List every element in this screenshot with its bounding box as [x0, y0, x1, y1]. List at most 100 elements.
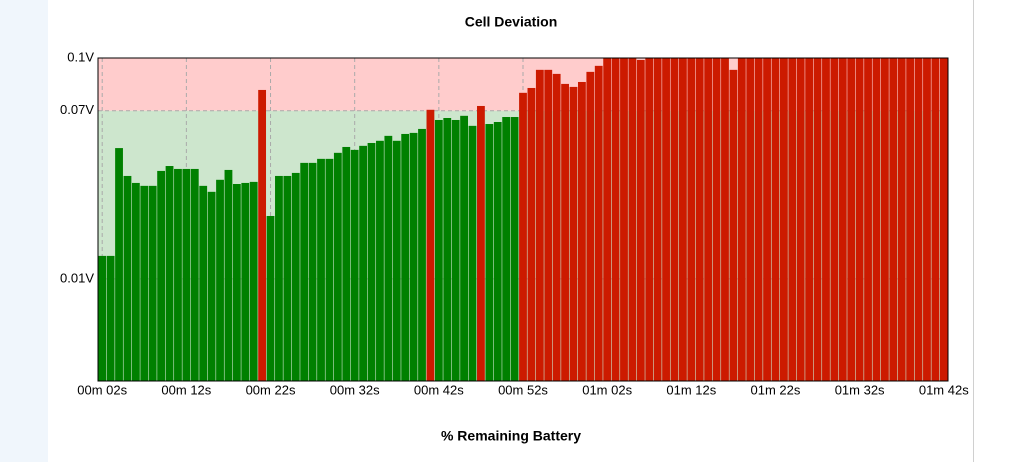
bar	[737, 58, 746, 381]
bar	[561, 83, 569, 382]
bar	[771, 58, 780, 381]
bar	[224, 169, 233, 381]
bar	[838, 58, 847, 381]
bar	[897, 58, 906, 381]
bar	[308, 162, 317, 381]
bar	[645, 58, 654, 381]
bar	[207, 191, 216, 381]
bar	[342, 146, 351, 381]
bar	[822, 58, 830, 381]
x-tick-label: 00m 12s	[161, 382, 211, 397]
bar	[232, 183, 241, 381]
bar	[460, 115, 468, 381]
x-tick-label: 01m 42s	[919, 382, 969, 397]
bar	[106, 255, 115, 381]
bar	[670, 58, 679, 381]
x-tick-label: 00m 32s	[330, 382, 380, 397]
x-tick-label: 00m 02s	[77, 382, 127, 397]
bar	[283, 175, 292, 381]
bar	[628, 58, 637, 381]
bar	[763, 58, 771, 381]
bar	[569, 86, 578, 382]
bar	[317, 158, 325, 381]
chart-title: Cell Deviation	[465, 14, 558, 30]
x-axis-label: % Remaining Battery	[441, 428, 581, 444]
bar	[123, 175, 132, 381]
bar	[796, 58, 805, 381]
bar	[578, 81, 586, 381]
bar	[847, 58, 856, 381]
bar	[485, 124, 494, 381]
bar	[266, 215, 275, 381]
bar	[653, 58, 662, 381]
bar	[746, 58, 755, 381]
side-strip	[0, 0, 48, 462]
plot-frame	[97, 57, 949, 382]
bar	[157, 170, 166, 381]
bar	[258, 89, 267, 381]
bar	[830, 58, 839, 381]
y-tick-label: 0.1V	[67, 49, 94, 64]
bar	[350, 149, 359, 381]
bar	[115, 148, 123, 381]
bar	[401, 133, 410, 381]
bar	[754, 58, 763, 381]
bar	[434, 119, 443, 381]
bar	[864, 58, 872, 381]
bar	[140, 185, 149, 381]
bar	[552, 73, 561, 381]
bar	[249, 181, 258, 381]
bar	[392, 140, 401, 381]
bar	[721, 58, 729, 381]
bar	[367, 142, 376, 381]
bar	[510, 117, 519, 382]
bar	[544, 69, 553, 381]
x-tick-label: 01m 12s	[666, 382, 716, 397]
bar	[426, 109, 435, 381]
bar	[418, 128, 426, 381]
bar	[805, 58, 814, 381]
x-tick-label: 01m 22s	[751, 382, 801, 397]
bar	[451, 119, 460, 381]
bar	[594, 65, 603, 382]
bar	[165, 166, 174, 381]
bar	[880, 58, 889, 381]
bar	[687, 58, 696, 381]
x-tick-label: 01m 32s	[835, 382, 885, 397]
x-tick-label: 01m 02s	[582, 382, 632, 397]
bar	[291, 172, 300, 381]
bar	[325, 158, 334, 381]
x-tick-label: 00m 52s	[498, 382, 548, 397]
bar	[359, 145, 368, 381]
bar	[384, 135, 393, 381]
bar	[199, 185, 208, 381]
bar	[131, 182, 140, 381]
bar	[729, 69, 738, 381]
bar	[241, 182, 250, 381]
bar	[174, 168, 182, 381]
bar	[527, 87, 536, 382]
bar	[502, 117, 511, 382]
bar	[695, 58, 704, 381]
bar	[906, 58, 915, 381]
bar	[477, 105, 485, 382]
bar	[712, 58, 721, 381]
y-tick-label: 0.01V	[60, 270, 94, 285]
bar	[813, 58, 822, 381]
bar	[535, 69, 544, 381]
x-tick-label: 00m 42s	[414, 382, 464, 397]
bar	[333, 152, 342, 381]
bar	[889, 58, 898, 381]
bar	[468, 125, 477, 382]
bar	[275, 175, 283, 381]
bar	[923, 58, 931, 381]
bar	[636, 59, 645, 381]
y-tick-label: 0.07V	[60, 102, 94, 117]
bar	[586, 71, 595, 381]
bar	[704, 58, 713, 381]
bar	[98, 255, 107, 381]
bar	[182, 168, 191, 381]
bar	[678, 58, 687, 381]
bar	[931, 58, 940, 381]
